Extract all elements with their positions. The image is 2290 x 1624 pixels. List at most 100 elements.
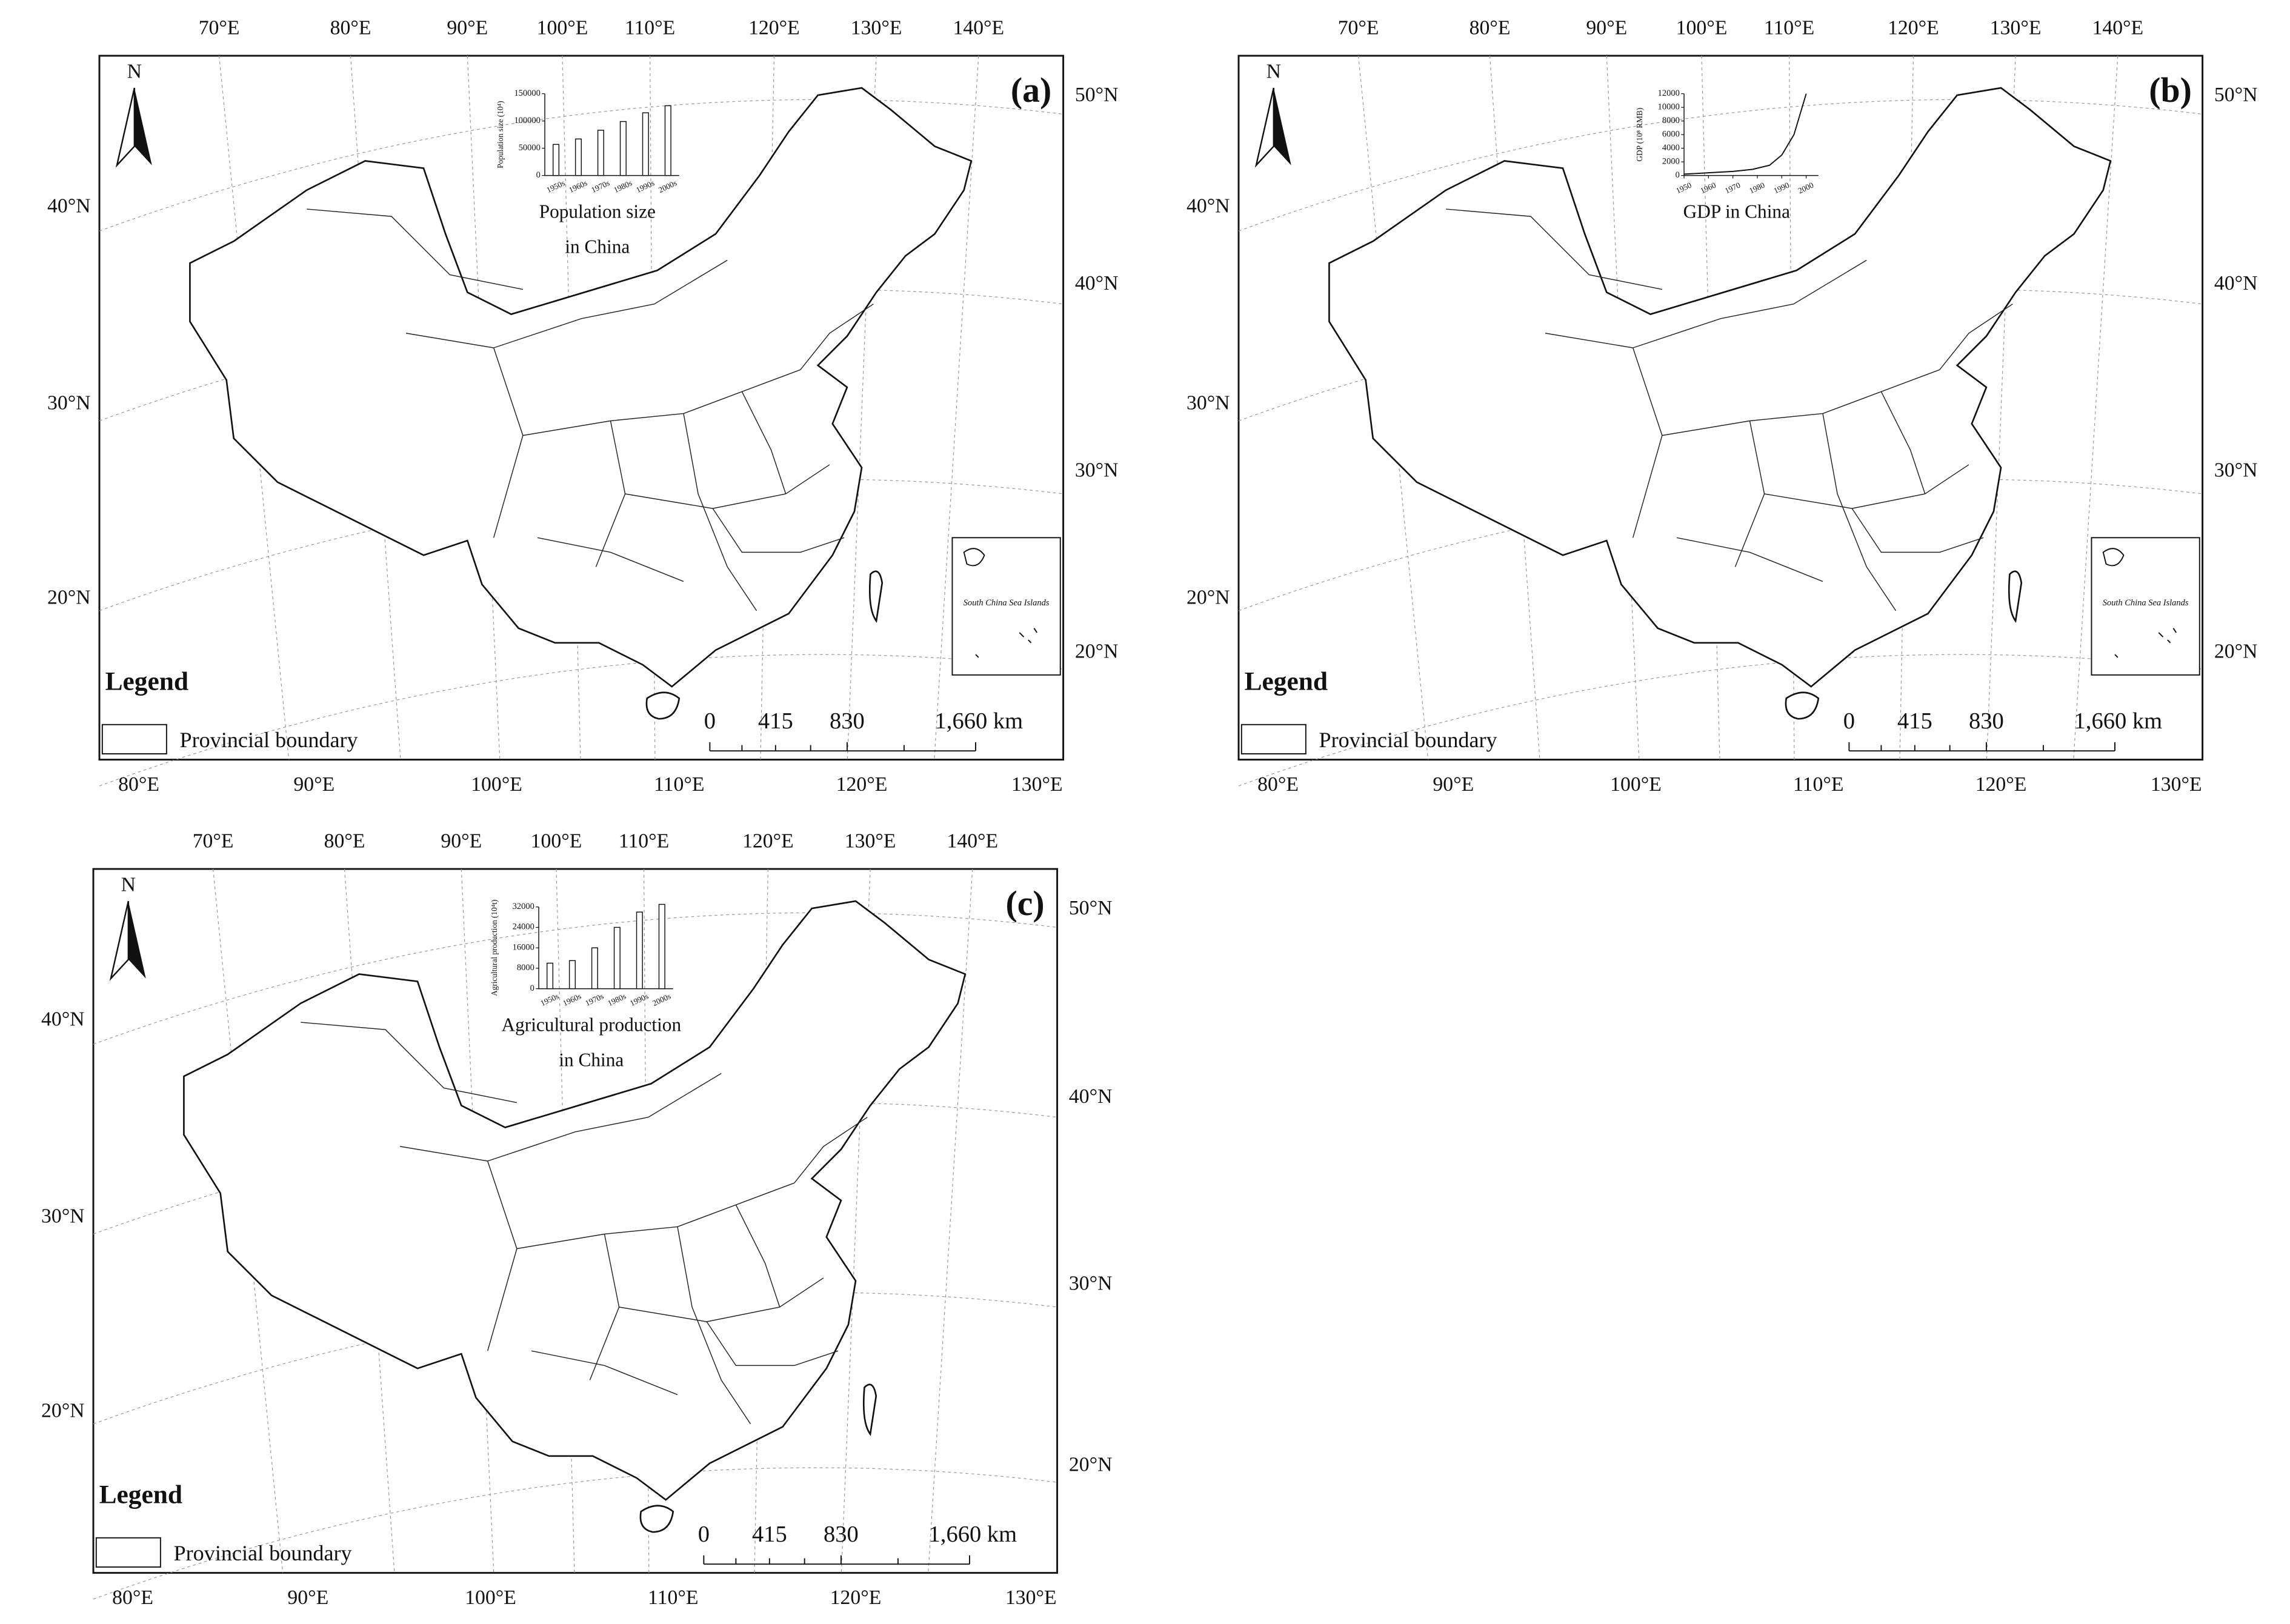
scale-bar [709,742,976,752]
inset-bar [642,112,649,176]
sea-label: South China Sea Islands [2103,598,2189,608]
scale-label: 830 [830,708,865,734]
longitude-label: 100°E [1676,16,1728,39]
latitude-label: 40°N [41,1008,85,1030]
inset-title: Population size [539,201,656,222]
longitude-label: 90°E [1433,773,1474,796]
longitude-label: 130°E [2151,773,2202,796]
scale-unit: km [993,708,1023,734]
longitude-label: 100°E [1610,773,1662,796]
country-outline [183,900,967,1501]
inset-bar [546,962,554,990]
provincial-boundary [1939,304,2013,370]
inset-bar [591,947,598,990]
provincial-boundary [1880,391,1926,494]
inset-bar [619,121,627,176]
provincial-boundary [1446,208,1663,290]
meridian [213,868,284,1573]
longitude-label: 80°E [118,773,159,796]
inset-y-tick-label: 32000 [513,902,534,911]
provincial-boundary [794,1117,868,1183]
latitude-label: 30°N [47,392,91,414]
latitude-label: 20°N [1069,1453,1113,1476]
legend-swatch [95,1537,161,1568]
inset-y-label: Population size (10⁴) [496,101,505,168]
provincial-boundary [625,464,830,509]
scale-label: 415 [1897,708,1932,734]
inset-y-tick-label: 50000 [519,143,541,153]
sea-label: South China Sea Islands [964,598,1050,608]
longitude-label: 80°E [112,1586,153,1609]
north-label: N [1266,61,1281,83]
inset-y-tick-label: 8000 [517,963,534,973]
latitude-label: 50°N [1069,897,1113,919]
longitude-label: 90°E [1586,16,1627,39]
meridian [219,55,290,760]
inset-title: Agricultural production [501,1014,681,1035]
north-arrow [1273,88,1291,165]
legend-title: Legend [1245,667,1328,696]
north-arrow [115,87,136,168]
scale-bar [1848,742,2115,752]
panel-label: (a) [1011,70,1051,110]
inset-y-label: Agricultural production (10⁴t) [490,900,499,996]
provincial-boundary [399,1146,518,1351]
parallel [1238,99,2203,231]
legend-title: Legend [105,667,188,696]
latitude-label: 40°N [1075,272,1119,295]
parallel [99,99,1063,231]
inset-y-tick-label: 0 [536,170,541,180]
taiwan [2008,570,2023,623]
longitude-label: 80°E [1470,16,1511,39]
scale-bar [703,1555,970,1565]
hainan [645,691,681,720]
scale-label: 1,660 [2074,708,2127,734]
latitude-label: 30°N [2214,459,2258,482]
parallel [93,1467,1057,1600]
longitude-label: 80°E [330,16,371,39]
longitude-label: 70°E [199,16,240,39]
inset-bar [597,130,604,176]
longitude-label: 120°E [748,16,800,39]
inset-bar [574,138,582,176]
longitude-label: 100°E [537,16,588,39]
inset-title: in China [559,1049,624,1070]
inset-y-tick-label: 24000 [513,922,534,932]
provincial-boundary [619,1277,824,1322]
sea-islands [963,548,1038,658]
taiwan [862,1383,877,1436]
inset-line [1683,93,1807,175]
inset-bar [568,960,576,990]
hainan [639,1505,674,1533]
latitude-label: 20°N [1187,586,1230,608]
inset-y-tick-label: 12000 [1658,88,1680,98]
taiwan [868,570,884,623]
map-panel: 70°E 80°E 90°E 100°E 110°E 120°E 130°E 140°E 80°… [1187,16,2258,795]
provincial-boundary [712,508,845,553]
country-outline [189,87,973,688]
longitude-label: 80°E [324,830,365,852]
north-arrow [109,900,130,981]
inset-y-tick-label: 150000 [514,88,540,98]
longitude-label: 110°E [1793,773,1843,796]
latitude-label: 40°N [1069,1085,1113,1108]
latitude-label: 40°N [1187,195,1230,217]
longitude-label: 110°E [654,773,704,796]
inset-y-tick-label: 6000 [1662,129,1680,139]
scale-label: 0 [1843,708,1855,734]
longitude-label: 140°E [2092,16,2143,39]
inset-y-tick-label: 10000 [1658,102,1680,111]
inset-y-tick-label: 8000 [1662,116,1680,125]
latitude-label: 20°N [41,1399,85,1422]
inset-bar [636,911,643,990]
inset-bar [658,904,665,990]
provincial-boundary [301,1022,518,1103]
provincial-boundary [735,1204,781,1308]
north-label: N [127,61,142,83]
north-label: N [121,874,136,896]
map-panel: 70°E 80°E 90°E 100°E 110°E 120°E 130°E 140°E 80°… [41,830,1113,1608]
latitude-label: 30°N [1069,1273,1113,1295]
legend-item: Provincial boundary [1319,728,1497,752]
latitude-label: 20°N [2214,640,2258,662]
